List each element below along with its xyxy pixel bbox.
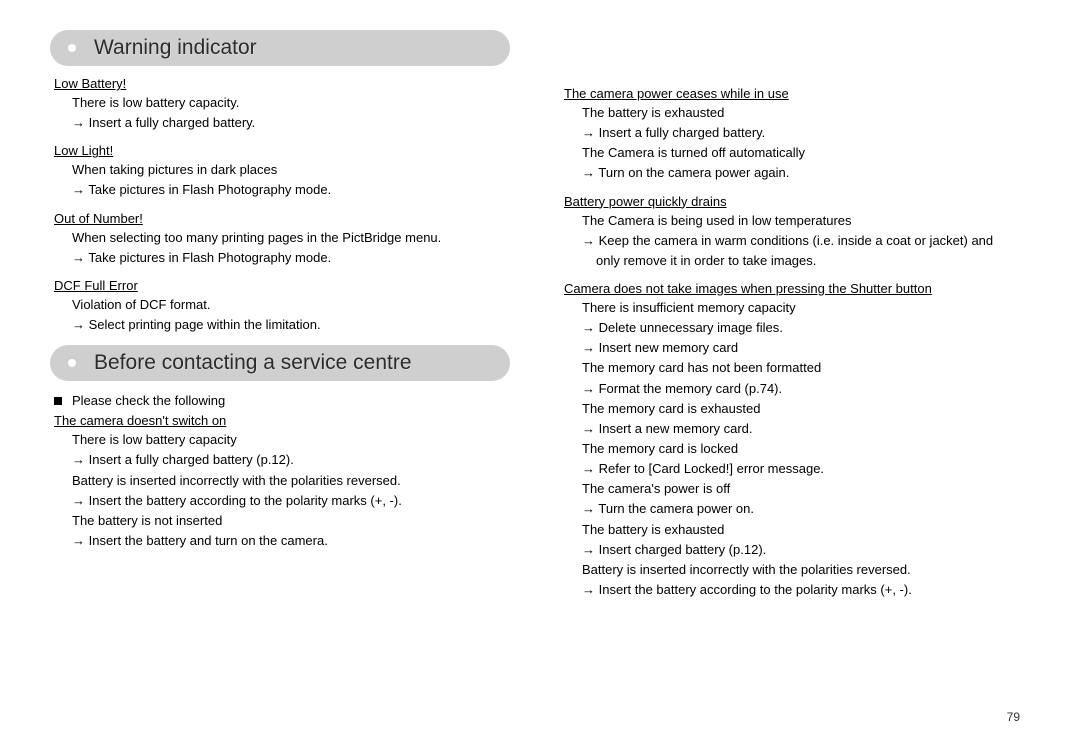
section-dcf-full: DCF Full Error Violation of DCF format. …	[50, 278, 520, 335]
body-text: The camera's power is off	[564, 479, 1030, 499]
body-text: Battery is inserted incorrectly with the…	[54, 471, 520, 491]
body-text: → Delete unnecessary image files.	[564, 318, 1030, 338]
header-warning-indicator: Warning indicator	[50, 30, 510, 66]
body-text: → Insert a new memory card.	[564, 419, 1030, 439]
body-text: The memory card is exhausted	[564, 399, 1030, 419]
title-out-of-number: Out of Number!	[54, 211, 520, 226]
body-text: → Insert the battery and turn on the cam…	[54, 531, 520, 551]
section-low-battery: Low Battery! There is low battery capaci…	[50, 76, 520, 133]
body-text: → Take pictures in Flash Photography mod…	[54, 248, 520, 268]
header-title-warning: Warning indicator	[94, 36, 257, 60]
body-text: Violation of DCF format.	[54, 295, 520, 315]
check-following-text: Please check the following	[72, 393, 225, 408]
body-text: → Refer to [Card Locked!] error message.	[564, 459, 1030, 479]
left-column: Warning indicator Low Battery! There is …	[50, 30, 520, 610]
check-following-line: Please check the following	[50, 391, 520, 411]
right-column: The camera power ceases while in use The…	[560, 30, 1030, 610]
section-power-ceases: The camera power ceases while in use The…	[560, 86, 1030, 184]
body-text: → Turn the camera power on.	[564, 499, 1030, 519]
body-text: The memory card has not been formatted	[564, 358, 1030, 378]
body-text: → Format the memory card (p.74).	[564, 379, 1030, 399]
body-text: There is insufficient memory capacity	[564, 298, 1030, 318]
body-text: The battery is exhausted	[564, 103, 1030, 123]
body-text: → Select printing page within the limita…	[54, 315, 520, 335]
body-text: → Insert a fully charged battery.	[54, 113, 520, 133]
title-no-switch-on: The camera doesn't switch on	[54, 413, 520, 428]
body-text: → Insert new memory card	[564, 338, 1030, 358]
square-bullet-icon	[54, 397, 62, 405]
body-text: → Insert a fully charged battery (p.12).	[54, 450, 520, 470]
header-title-service: Before contacting a service centre	[94, 351, 412, 375]
body-text: The memory card is locked	[564, 439, 1030, 459]
section-no-switch-on: The camera doesn't switch on There is lo…	[50, 413, 520, 551]
body-text: → Insert the battery according to the po…	[564, 580, 1030, 600]
title-low-battery: Low Battery!	[54, 76, 520, 91]
section-low-light: Low Light! When taking pictures in dark …	[50, 143, 520, 200]
page-number: 79	[1007, 710, 1020, 724]
body-text: When taking pictures in dark places	[54, 160, 520, 180]
bullet-icon	[68, 359, 76, 367]
title-battery-drains: Battery power quickly drains	[564, 194, 1030, 209]
section-no-shutter: Camera does not take images when pressin…	[560, 281, 1030, 600]
bullet-icon	[68, 44, 76, 52]
section-battery-drains: Battery power quickly drains The Camera …	[560, 194, 1030, 271]
body-text: When selecting too many printing pages i…	[54, 228, 520, 248]
body-text: → Insert the battery according to the po…	[54, 491, 520, 511]
body-text: → Turn on the camera power again.	[564, 163, 1030, 183]
body-text: There is low battery capacity.	[54, 93, 520, 113]
body-text: → Take pictures in Flash Photography mod…	[54, 180, 520, 200]
body-text: The Camera is turned off automatically	[564, 143, 1030, 163]
title-no-shutter: Camera does not take images when pressin…	[564, 281, 1030, 296]
body-text: The Camera is being used in low temperat…	[564, 211, 1030, 231]
section-out-of-number: Out of Number! When selecting too many p…	[50, 211, 520, 268]
page-columns: Warning indicator Low Battery! There is …	[50, 30, 1030, 610]
body-text: → Keep the camera in warm conditions (i.…	[564, 231, 1030, 251]
body-text: → Insert a fully charged battery.	[564, 123, 1030, 143]
body-text: There is low battery capacity	[54, 430, 520, 450]
body-text: The battery is not inserted	[54, 511, 520, 531]
title-dcf-full: DCF Full Error	[54, 278, 520, 293]
body-text: only remove it in order to take images.	[564, 251, 1030, 271]
header-service-centre: Before contacting a service centre	[50, 345, 510, 381]
title-low-light: Low Light!	[54, 143, 520, 158]
title-power-ceases: The camera power ceases while in use	[564, 86, 1030, 101]
body-text: → Insert charged battery (p.12).	[564, 540, 1030, 560]
body-text: Battery is inserted incorrectly with the…	[564, 560, 1030, 580]
body-text: The battery is exhausted	[564, 520, 1030, 540]
